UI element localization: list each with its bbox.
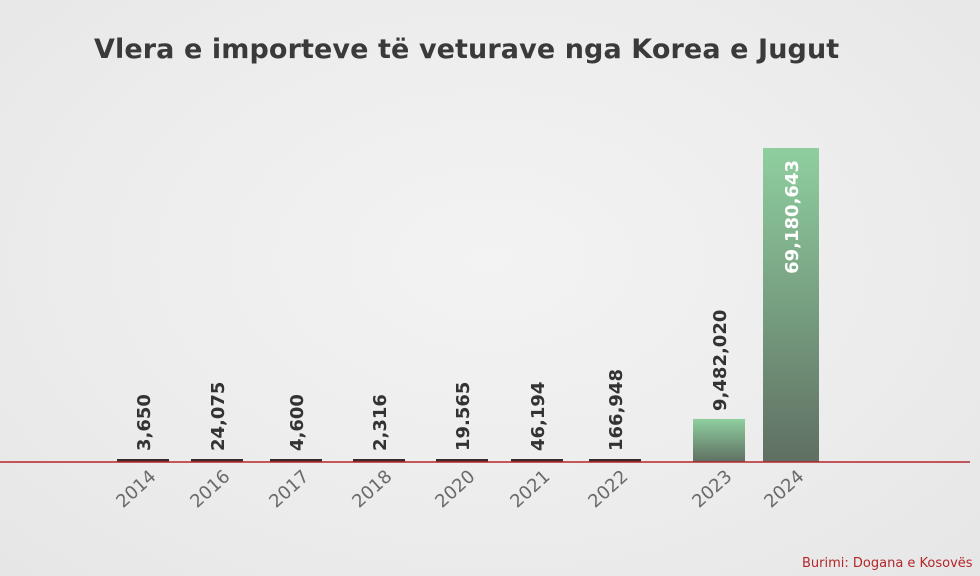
bar-2017 — [270, 459, 322, 462]
x-tick-2022: 2022 — [584, 466, 632, 512]
x-tick-2024: 2024 — [760, 466, 808, 512]
bar-2022 — [589, 459, 641, 462]
source-note: Burimi: Dogana e Kosovës — [802, 556, 973, 571]
bar-2014 — [117, 459, 169, 462]
value-label-2022: 166,948 — [606, 369, 627, 451]
value-label-2016: 24,075 — [208, 382, 229, 451]
x-tick-2014: 2014 — [112, 466, 160, 512]
value-label-2020: 19.565 — [453, 382, 474, 451]
value-label-2021: 46,194 — [528, 382, 549, 451]
x-tick-2020: 2020 — [431, 466, 479, 512]
value-label-2023: 9,482,020 — [710, 310, 731, 411]
bar-2020 — [436, 459, 488, 462]
chart-title: Vlera e importeve të veturave nga Korea … — [94, 34, 840, 65]
x-tick-2017: 2017 — [265, 466, 313, 512]
x-tick-2023: 2023 — [688, 466, 736, 512]
bar-2023 — [693, 418, 745, 462]
value-label-2014: 3,650 — [134, 394, 155, 451]
bar-2016 — [191, 459, 243, 462]
value-label-2018: 2,316 — [370, 394, 391, 451]
x-tick-2016: 2016 — [186, 466, 234, 512]
value-label-2017: 4,600 — [287, 394, 308, 451]
bar-2021 — [511, 459, 563, 462]
bar-2018 — [353, 459, 405, 462]
x-tick-2021: 2021 — [506, 466, 554, 512]
x-tick-2018: 2018 — [348, 466, 396, 512]
value-label-2024: 69,180,643 — [782, 160, 803, 274]
bar-2024 — [763, 148, 819, 462]
